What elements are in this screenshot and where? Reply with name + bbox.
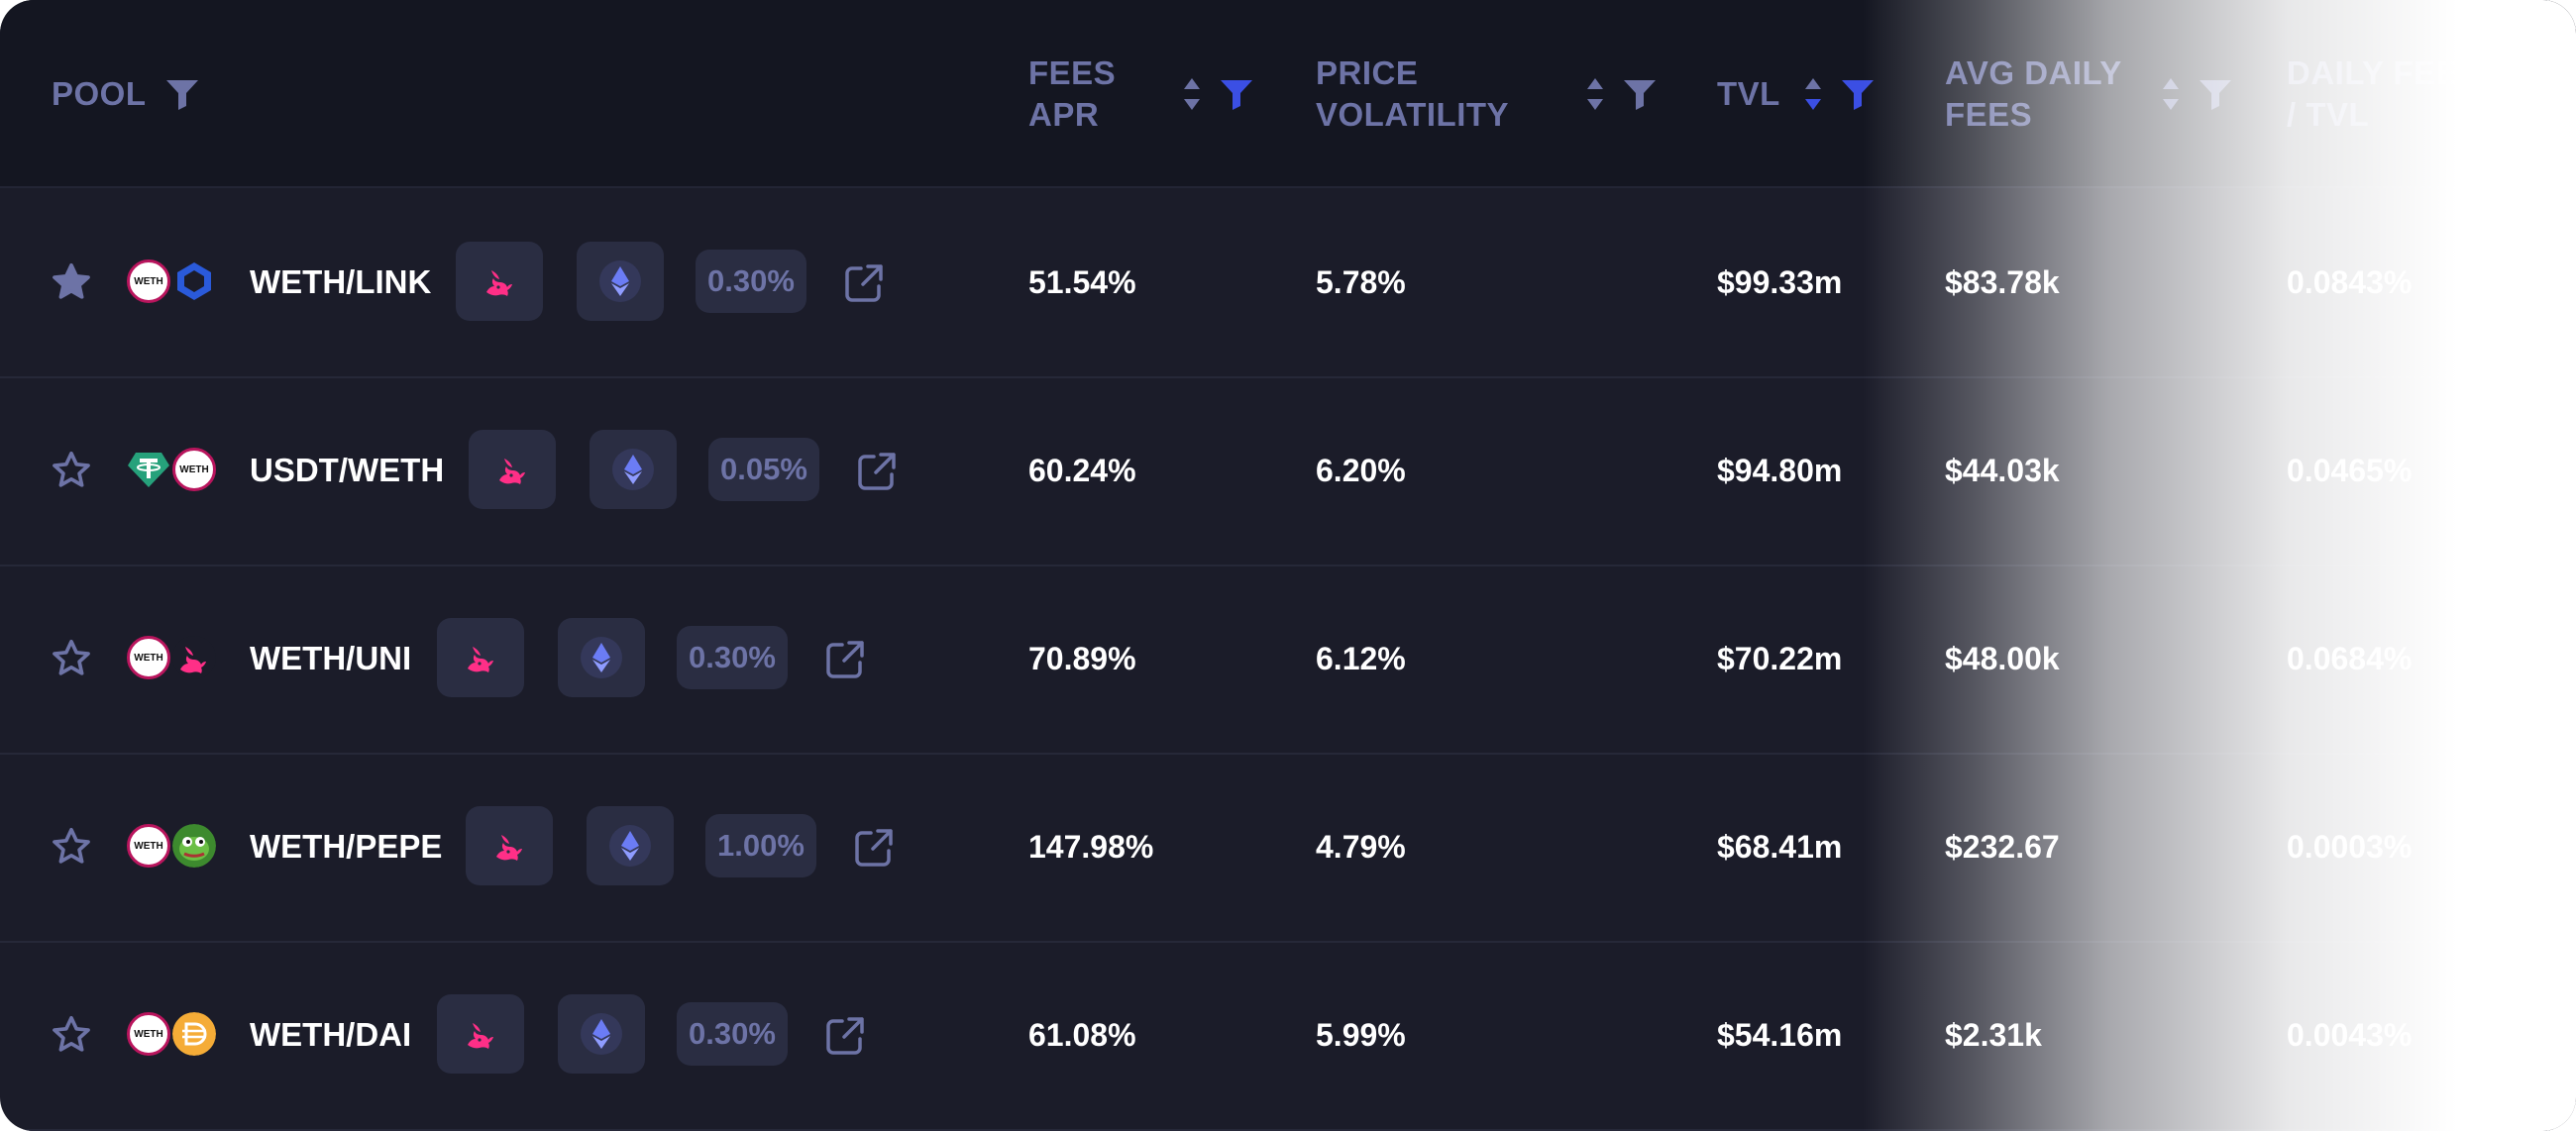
daily-fees-tvl-value: 0.0003% xyxy=(2287,829,2413,865)
pool-pair-name[interactable]: WETH/DAI xyxy=(250,1016,412,1053)
uniswap-icon[interactable] xyxy=(466,806,553,885)
pool-pair-name[interactable]: USDT/WETH xyxy=(250,452,445,488)
favorite-star-icon[interactable] xyxy=(50,1013,93,1057)
fee-tier-badge: 0.30% xyxy=(677,626,788,689)
table-row[interactable]: WETH WETH/DAI 0.30% 61.08% 5.99% $54.16m… xyxy=(0,941,2576,1131)
sort-icon[interactable] xyxy=(1183,76,1201,112)
external-link-icon[interactable] xyxy=(821,1012,869,1060)
daily-fees-tvl-value: 0.0843% xyxy=(2287,264,2413,300)
table-row[interactable]: WETH WETH/PEPE 1.00% 147.98% 4.79% $68.4… xyxy=(0,753,2576,943)
external-link-icon[interactable] xyxy=(853,448,901,495)
weth-token-icon: WETH xyxy=(127,824,170,868)
column-daily-fees-tvl-label: DAILY FEES / TVL xyxy=(2287,54,2481,133)
column-tvl[interactable]: TVL xyxy=(1717,50,1876,139)
filter-icon[interactable] xyxy=(164,77,200,111)
price-volatility-value: 6.12% xyxy=(1316,641,1406,676)
price-volatility-value: 5.78% xyxy=(1316,264,1406,300)
fee-tier-badge: 0.05% xyxy=(708,438,819,501)
uniswap-icon[interactable] xyxy=(437,618,524,697)
avg-daily-fees-value: $83.78k xyxy=(1945,264,2060,300)
daily-fees-tvl-value: 0.0043% xyxy=(2287,1017,2413,1053)
fees-apr-value: 61.08% xyxy=(1028,1017,1136,1053)
column-avg-daily-fees-label: AVG DAILY FEES xyxy=(1945,54,2122,133)
favorite-star-icon[interactable] xyxy=(50,637,93,680)
weth-token-icon: WETH xyxy=(172,448,216,491)
ethereum-network-icon[interactable] xyxy=(558,994,645,1074)
avg-daily-fees-value: $2.31k xyxy=(1945,1017,2042,1053)
tvl-value: $94.80m xyxy=(1717,453,1843,488)
fees-apr-value: 147.98% xyxy=(1028,829,1154,865)
price-volatility-value: 4.79% xyxy=(1316,829,1406,865)
price-volatility-value: 5.99% xyxy=(1316,1017,1406,1053)
column-daily-fees-tvl[interactable]: DAILY FEES / TVL xyxy=(2287,50,2481,139)
filter-icon[interactable] xyxy=(1219,77,1254,111)
tvl-value: $68.41m xyxy=(1717,829,1843,865)
pepe-token-icon xyxy=(172,824,216,868)
link-token-icon xyxy=(172,259,216,303)
column-price-volatility-label: PRICE VOLATILITY xyxy=(1316,54,1510,133)
uniswap-icon[interactable] xyxy=(437,994,524,1074)
table-row[interactable]: WETH USDT/WETH 0.05% 60.24% 6.20% $94.80… xyxy=(0,376,2576,566)
favorite-star-icon[interactable] xyxy=(50,825,93,869)
tvl-value: $70.22m xyxy=(1717,641,1843,676)
column-pool[interactable]: POOL xyxy=(52,50,200,139)
sort-icon[interactable] xyxy=(1804,76,1822,112)
pool-pair-name[interactable]: WETH/UNI xyxy=(250,640,412,676)
sort-icon[interactable] xyxy=(1586,76,1604,112)
external-link-icon[interactable] xyxy=(840,259,888,307)
filter-icon[interactable] xyxy=(2198,77,2233,111)
table-header: POOL FEES APR PRICE VOLATILITY TVL xyxy=(0,0,2576,188)
filter-icon[interactable] xyxy=(1840,77,1876,111)
tvl-value: $54.16m xyxy=(1717,1017,1843,1053)
weth-token-icon: WETH xyxy=(127,259,170,303)
fee-tier-badge: 0.30% xyxy=(677,1002,788,1066)
tvl-value: $99.33m xyxy=(1717,264,1843,300)
ethereum-network-icon[interactable] xyxy=(587,806,674,885)
favorite-star-icon[interactable] xyxy=(50,260,93,304)
fees-apr-value: 70.89% xyxy=(1028,641,1136,676)
table-row[interactable]: WETH WETH/LINK 0.30% 51.54% 5.78% $99.33… xyxy=(0,188,2576,378)
avg-daily-fees-value: $44.03k xyxy=(1945,453,2060,488)
uniswap-icon[interactable] xyxy=(456,242,543,321)
fee-tier-badge: 1.00% xyxy=(705,814,816,877)
daily-fees-tvl-value: 0.0465% xyxy=(2287,453,2413,488)
column-avg-daily-fees[interactable]: AVG DAILY FEES xyxy=(1945,50,2233,139)
dai-token-icon xyxy=(172,1012,216,1056)
column-pool-label: POOL xyxy=(52,75,147,112)
column-price-volatility[interactable]: PRICE VOLATILITY xyxy=(1316,50,1658,139)
table-row[interactable]: WETH WETH/UNI 0.30% 70.89% 6.12% $70.22m… xyxy=(0,565,2576,755)
pool-pair-name[interactable]: WETH/PEPE xyxy=(250,828,443,865)
filter-icon[interactable] xyxy=(1622,77,1658,111)
usdt-token-icon xyxy=(127,448,170,491)
sort-icon[interactable] xyxy=(2162,76,2180,112)
column-fees-apr[interactable]: FEES APR xyxy=(1028,50,1254,139)
fees-apr-value: 51.54% xyxy=(1028,264,1136,300)
column-fees-apr-label: FEES APR xyxy=(1028,54,1117,133)
external-link-icon[interactable] xyxy=(821,636,869,683)
fees-apr-value: 60.24% xyxy=(1028,453,1136,488)
fee-tier-badge: 0.30% xyxy=(696,250,806,313)
avg-daily-fees-value: $232.67 xyxy=(1945,829,2060,865)
price-volatility-value: 6.20% xyxy=(1316,453,1406,488)
ethereum-network-icon[interactable] xyxy=(577,242,664,321)
pool-pair-name[interactable]: WETH/LINK xyxy=(250,263,432,300)
favorite-star-icon[interactable] xyxy=(50,449,93,492)
avg-daily-fees-value: $48.00k xyxy=(1945,641,2060,676)
uniswap-icon[interactable] xyxy=(469,430,556,509)
external-link-icon[interactable] xyxy=(850,824,898,872)
column-tvl-label: TVL xyxy=(1717,75,1780,112)
daily-fees-tvl-value: 0.0684% xyxy=(2287,641,2413,676)
ethereum-network-icon[interactable] xyxy=(558,618,645,697)
weth-token-icon: WETH xyxy=(127,1012,170,1056)
weth-token-icon: WETH xyxy=(127,636,170,679)
uni-token-icon xyxy=(172,636,216,679)
ethereum-network-icon[interactable] xyxy=(590,430,677,509)
